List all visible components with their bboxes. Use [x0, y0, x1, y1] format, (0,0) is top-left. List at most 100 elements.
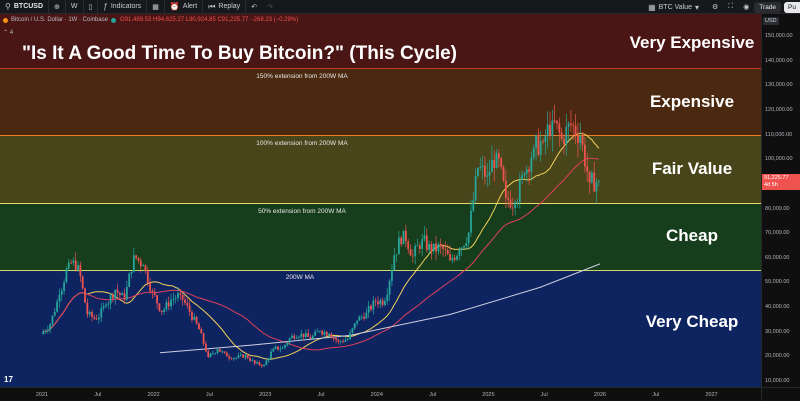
candle-body [477, 168, 479, 177]
price-tick: 80,000.00 [765, 205, 790, 212]
candle-body [546, 124, 549, 137]
ma200-curve [159, 263, 601, 354]
settings-button[interactable]: ⚙ [707, 0, 723, 14]
indicators-button[interactable]: ƒ Indicators [98, 0, 148, 14]
zone-expensive-label: Expensive [649, 92, 735, 111]
candle-body [570, 123, 572, 125]
candle-body [153, 292, 156, 296]
candle-body [193, 316, 196, 320]
candle-body [318, 330, 321, 332]
add-symbol-button[interactable]: ⊕ [49, 0, 66, 14]
replay-button[interactable]: ⏮ Replay [203, 0, 247, 14]
candle-body [332, 338, 335, 339]
time-axis[interactable]: 2021 Jul 2022 Jul 2023 Jul 2024 Jul 2025 Jul 2026 J… [0, 387, 761, 401]
fullscreen-button[interactable]: ⛶ [723, 0, 738, 14]
candle-body [284, 344, 286, 348]
candle-body [360, 316, 363, 318]
trade-button[interactable]: Trade [754, 1, 782, 13]
redo-button[interactable]: ↷ [262, 0, 278, 14]
chart-type-button[interactable]: ▯ [84, 0, 99, 14]
candle-body [395, 254, 398, 256]
symbol-search[interactable]: ⚲ BTCUSD [0, 0, 50, 14]
candle-body [514, 202, 517, 208]
grid-icon: ▦ [648, 2, 656, 12]
alert-button[interactable]: ⏰ Alert [165, 0, 204, 14]
candle-body [114, 289, 117, 299]
candle-body [100, 308, 103, 318]
candle-body [132, 255, 135, 272]
candle-body [449, 254, 451, 261]
indicator-count: 4 [9, 30, 14, 36]
candle-body [339, 341, 342, 342]
candle-body [93, 316, 96, 319]
candle-body [337, 339, 340, 342]
candle-body [249, 358, 251, 361]
candle-body [149, 283, 152, 291]
candle-body [393, 255, 396, 270]
candle-body [253, 360, 256, 364]
candle-body [244, 355, 247, 358]
candle-body [170, 299, 172, 307]
candle-body [460, 247, 463, 250]
candle-body [274, 346, 277, 349]
candle-body [351, 328, 354, 333]
candle-body [421, 239, 424, 249]
candle-body [439, 243, 442, 247]
ma200-line [0, 270, 761, 271]
price-chart-svg[interactable] [0, 14, 761, 387]
replay-icon: ⏮ [208, 1, 216, 11]
current-price-tag: 91,225.77 4d 5h [762, 173, 800, 190]
ma200-label: 200W MA [285, 274, 315, 281]
candle-body [463, 245, 465, 248]
candle-body [356, 320, 358, 324]
candle-body [186, 302, 189, 306]
candle-body [428, 243, 431, 250]
layouts-button[interactable]: ▦ [147, 0, 165, 14]
candle-body [342, 341, 344, 342]
current-price-value: 91,225.77 [764, 174, 789, 181]
chart-pane[interactable]: 150% extension from 200W MA 100% extensi… [0, 14, 761, 387]
snapshot-button[interactable]: ◉ [738, 0, 754, 14]
time-tick: Jul [429, 392, 437, 398]
candle-body [163, 309, 165, 312]
undo-button[interactable]: ↶ [246, 0, 262, 14]
zone-expensive-band [0, 68, 761, 135]
candle-body [128, 273, 131, 287]
replay-label: Replay [218, 3, 241, 10]
compare-dropdown[interactable]: ▦ BTC Value ▾ [643, 0, 707, 14]
candle-body [277, 346, 279, 350]
fullscreen-icon: ⛶ [728, 3, 734, 10]
price-tick: 60,000.00 [765, 254, 790, 261]
candle-body [237, 355, 240, 358]
price-tick: 20,000.00 [765, 353, 790, 360]
chevron-up-icon: ⌃ [3, 30, 9, 36]
collapse-indicators-button[interactable]: ⌃ 4 [3, 29, 13, 36]
publish-button[interactable]: Pu [784, 1, 800, 13]
candle-body [251, 360, 254, 362]
candle-body [81, 276, 84, 289]
candles-icon: ▯ [88, 3, 93, 11]
candle-body [516, 202, 519, 204]
price-tick: 40,000.00 [765, 304, 790, 311]
candle-body [572, 124, 575, 126]
gear-icon: ⚙ [712, 4, 719, 11]
currency-label[interactable]: USD [763, 17, 779, 25]
candle-body [525, 169, 528, 174]
candle-body [544, 136, 547, 142]
candle-body [549, 124, 551, 136]
candle-body [391, 269, 393, 282]
candle-body [521, 175, 524, 181]
candle-body [65, 268, 68, 283]
candle-body [191, 312, 193, 320]
candle-body [430, 243, 433, 252]
price-tick: 130,000.00 [765, 82, 793, 89]
price-tick: 100,000.00 [765, 156, 793, 163]
candle-body [267, 358, 270, 361]
candle-body [363, 316, 365, 319]
candle-body [228, 356, 231, 359]
price-axis[interactable]: USD 150,000.00 140,000.00 130,000.00 120,00… [761, 14, 800, 387]
candle-body [125, 286, 128, 300]
candle-body [465, 243, 468, 246]
candle-body [156, 295, 158, 304]
interval-button[interactable]: W [66, 0, 84, 14]
